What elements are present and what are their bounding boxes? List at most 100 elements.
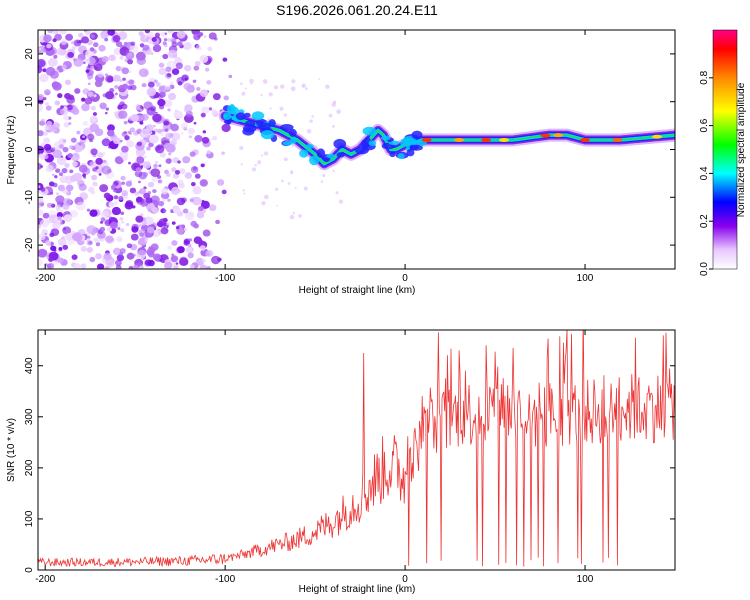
noise-blob	[158, 164, 162, 168]
noise-blob	[108, 145, 112, 149]
noise-blob	[140, 113, 149, 121]
noise-blob	[92, 112, 97, 116]
noise-blob	[45, 66, 56, 76]
noise-blob	[167, 37, 172, 42]
noise-blob	[331, 102, 337, 107]
noise-blob	[152, 124, 156, 128]
noise-blob	[111, 206, 121, 216]
noise-blob	[99, 102, 107, 110]
noise-blob	[101, 160, 109, 167]
noise-blob	[45, 126, 50, 131]
snr-y-tick-label: 100	[24, 510, 35, 527]
noise-blob	[109, 221, 118, 229]
noise-blob	[89, 115, 98, 123]
noise-blob	[113, 195, 119, 200]
noise-blob	[123, 120, 128, 125]
noise-blob	[105, 235, 114, 243]
noise-blob	[124, 201, 134, 210]
noise-blob	[101, 56, 109, 63]
ridge-blob	[381, 135, 391, 141]
noise-blob	[157, 175, 162, 179]
spectrogram-x-tick-label: 100	[577, 273, 594, 284]
noise-blob	[106, 129, 115, 137]
noise-blob	[57, 216, 62, 221]
noise-blob	[45, 105, 52, 111]
noise-blob	[217, 257, 222, 262]
noise-blob	[201, 199, 205, 203]
noise-blob	[187, 252, 194, 259]
noise-blob	[63, 115, 70, 121]
noise-blob	[147, 259, 155, 267]
noise-blob	[153, 79, 158, 84]
noise-blob	[170, 255, 179, 263]
noise-blob	[205, 251, 211, 257]
noise-blob	[75, 201, 86, 211]
noise-blob	[125, 180, 133, 187]
noise-blob	[96, 230, 106, 239]
noise-blob	[47, 263, 55, 269]
noise-blob	[126, 140, 135, 148]
noise-blob	[318, 78, 321, 81]
noise-blob	[112, 74, 121, 82]
noise-blob	[221, 189, 227, 195]
noise-blob	[150, 168, 161, 178]
noise-blob	[38, 248, 48, 258]
noise-blob	[200, 163, 205, 168]
snr-y-label: SNR (10 * v/v)	[6, 418, 17, 482]
noise-blob	[147, 208, 152, 212]
noise-blob	[121, 145, 129, 153]
noise-blob	[171, 240, 178, 246]
noise-blob	[95, 157, 103, 165]
noise-blob	[148, 134, 159, 144]
noise-blob	[103, 192, 111, 199]
noise-blob	[144, 238, 149, 243]
ridge-blob	[235, 112, 246, 121]
noise-blob	[58, 172, 64, 177]
ridge-blob	[403, 136, 417, 145]
noise-blob	[95, 253, 102, 260]
noise-blob	[65, 233, 74, 241]
noise-blob	[47, 162, 57, 171]
noise-blob	[119, 217, 124, 221]
noise-blob	[115, 41, 123, 48]
ridge-blob	[251, 111, 265, 121]
noise-blob	[42, 41, 47, 46]
noise-blob	[90, 34, 95, 39]
noise-blob	[200, 112, 206, 118]
noise-blob	[89, 123, 100, 133]
noise-blob	[163, 38, 168, 42]
noise-blob	[82, 173, 87, 178]
noise-blob	[153, 163, 158, 169]
noise-blob	[201, 106, 210, 114]
noise-blob	[135, 196, 143, 203]
ridge-blob	[288, 128, 297, 137]
noise-blob	[81, 36, 90, 44]
noise-blob	[182, 156, 191, 164]
noise-blob	[182, 41, 192, 51]
noise-blob	[95, 242, 101, 247]
noise-blob	[103, 252, 112, 261]
noise-blob	[268, 92, 273, 97]
noise-blob	[185, 246, 193, 254]
noise-blob	[38, 185, 41, 189]
noise-blob	[42, 68, 47, 73]
noise-blob	[66, 191, 70, 194]
noise-blob	[132, 253, 136, 257]
noise-blob	[120, 103, 128, 110]
noise-blob	[47, 57, 58, 67]
noise-blob	[116, 236, 123, 243]
noise-blob	[147, 81, 155, 88]
noise-blob	[122, 77, 126, 81]
noise-blob	[62, 139, 67, 143]
noise-blob	[304, 87, 308, 91]
noise-blob	[147, 251, 155, 258]
noise-blob	[106, 227, 112, 232]
noise-blob	[155, 82, 161, 87]
noise-blob	[78, 32, 84, 38]
noise-blob	[146, 87, 157, 97]
noise-blob	[97, 263, 105, 269]
colorbar-label: Normalized spectral amplitude	[736, 82, 747, 217]
noise-blob	[70, 153, 80, 162]
noise-blob	[127, 52, 132, 58]
noise-blob	[81, 103, 90, 112]
